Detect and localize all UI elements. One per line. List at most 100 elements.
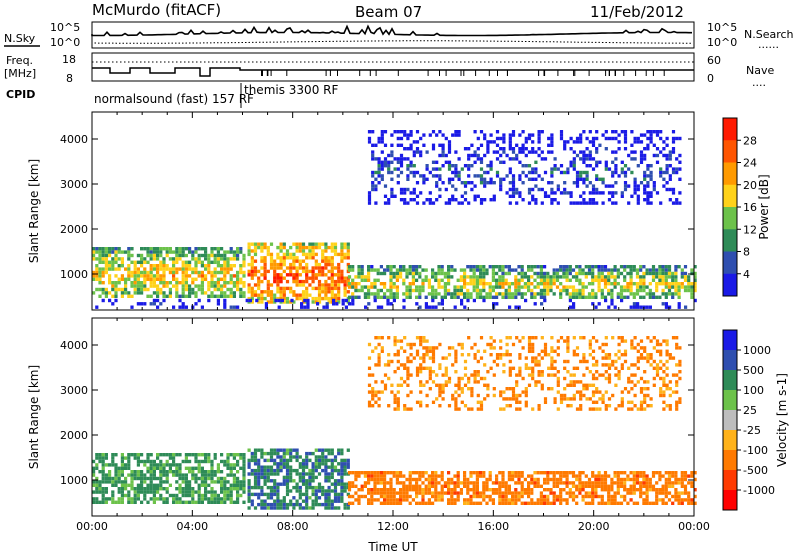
echo-cell (165, 284, 169, 288)
echo-cell (549, 278, 553, 282)
echo-cell (617, 336, 621, 340)
echo-cell (279, 290, 283, 294)
echo-cell (389, 302, 393, 306)
echo-cell (463, 184, 468, 188)
echo-cell (610, 271, 614, 276)
echo-cell (517, 474, 521, 478)
echo-cell (367, 390, 372, 394)
echo-cell (460, 194, 464, 198)
echo-cell (597, 481, 601, 485)
echo-cell (581, 288, 585, 293)
echo-cell (156, 264, 160, 268)
echo-cell (472, 265, 476, 269)
echo-cell (616, 474, 620, 478)
echo-cell (651, 265, 656, 269)
echo-cell (495, 356, 500, 360)
echo-cell (389, 477, 393, 482)
echo-cell (181, 493, 185, 498)
echo-cell (632, 282, 636, 286)
echo-cell (482, 491, 486, 495)
echo-cell (146, 274, 150, 278)
echo-cell (488, 282, 492, 286)
echo-cell (584, 474, 588, 478)
echo-cell (597, 471, 601, 475)
echo-cell (269, 283, 274, 287)
echo-cell (454, 353, 458, 357)
echo-cell (633, 177, 637, 181)
echo-cell (665, 153, 669, 158)
echo-cell (226, 267, 230, 271)
echo-cell (540, 150, 544, 154)
echo-cell (499, 390, 503, 394)
echo-cell (317, 455, 322, 459)
echo-cell (133, 470, 137, 474)
echo-cell (387, 198, 391, 202)
echo-cell (172, 473, 176, 477)
echo-cell (565, 501, 569, 505)
echo-cell (664, 491, 668, 495)
echo-cell (127, 490, 131, 494)
echo-cell (668, 198, 672, 202)
echo-cell (552, 501, 556, 505)
echo-cell (438, 363, 442, 367)
echo-cell (604, 184, 608, 188)
echo-cell (130, 453, 134, 457)
echo-cell (314, 286, 318, 291)
echo-cell (649, 177, 653, 181)
echo-cell (443, 481, 447, 485)
echo-cell (152, 500, 156, 504)
echo-cell (257, 245, 261, 250)
echo-cell (421, 285, 425, 289)
echo-cell (191, 470, 195, 474)
echo-cell (690, 501, 694, 505)
echo-cell (152, 284, 156, 288)
echo-cell (614, 164, 618, 168)
echo-cell (559, 474, 563, 478)
echo-cell (495, 170, 500, 175)
echo-cell (383, 501, 387, 505)
echo-cell (392, 488, 396, 492)
echo-cell (263, 290, 267, 294)
echo-cell (347, 268, 352, 272)
echo-cell (337, 286, 341, 291)
echo-cell (101, 453, 105, 457)
echo-cell (674, 282, 678, 286)
echo-cell (476, 157, 480, 161)
echo-cell (101, 291, 105, 295)
echo-cell (501, 491, 505, 495)
echo-cell (499, 153, 503, 158)
echo-cell (451, 170, 455, 175)
echo-cell (383, 194, 388, 198)
echo-cell (498, 484, 502, 488)
echo-cell (357, 271, 361, 276)
echo-cell (419, 150, 423, 154)
echo-cell (491, 268, 495, 272)
echo-cell (266, 506, 270, 510)
echo-cell (486, 342, 490, 347)
echo-cell (636, 342, 640, 347)
echo-cell (178, 281, 182, 285)
echo-cell (607, 268, 611, 272)
echo-cell (453, 488, 457, 492)
echo-cell (289, 458, 293, 463)
echo-cell (476, 349, 480, 353)
echo-cell (140, 487, 144, 491)
echo-cell (396, 181, 400, 185)
echo-cell (399, 153, 404, 158)
echo-cell (127, 294, 131, 298)
power-colorbar-frame (722, 117, 738, 297)
echo-cell (530, 491, 534, 495)
echo-cell (408, 484, 412, 488)
echo-cell (220, 500, 224, 504)
echo-cell (437, 302, 441, 306)
echo-cell (146, 476, 150, 481)
echo-cell (575, 174, 580, 178)
echo-cell (457, 342, 461, 347)
echo-cell (527, 349, 532, 353)
echo-cell (133, 453, 137, 457)
echo-cell (216, 287, 220, 292)
echo-cell (223, 250, 227, 254)
echo-cell (412, 153, 416, 158)
echo-cell (476, 147, 480, 151)
echo-cell (333, 279, 338, 284)
